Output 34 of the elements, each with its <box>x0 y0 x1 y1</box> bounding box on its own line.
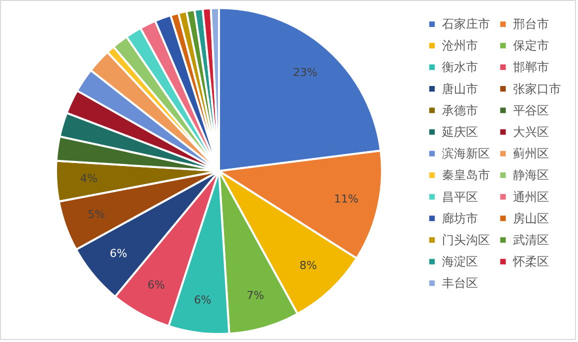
legend-label: 保定市 <box>513 38 549 53</box>
legend-label: 邯郸市 <box>513 60 549 74</box>
legend-label: 秦皇岛市 <box>442 168 490 182</box>
data-label: 4% <box>80 172 98 186</box>
legend-label: 邢台市 <box>513 17 549 32</box>
data-label: 6% <box>147 278 165 292</box>
legend-label: 石家庄市 <box>442 17 490 32</box>
legend-label: 丰台区 <box>442 276 478 290</box>
data-label: 7% <box>246 289 264 302</box>
data-label: 6% <box>110 247 128 260</box>
legend-label: 延庆区 <box>441 125 478 139</box>
legend-label: 大兴区 <box>513 125 549 139</box>
legend-label: 蓟州区 <box>513 146 549 161</box>
legend-label: 衡水市 <box>442 60 478 74</box>
legend-label: 房山区 <box>513 211 549 226</box>
data-label: 5% <box>88 208 106 222</box>
data-label: 8% <box>300 259 317 272</box>
legend-label: 滨海新区 <box>442 146 490 161</box>
legend-label: 沧州市 <box>442 38 478 53</box>
legend-label: 怀柔区 <box>512 254 549 269</box>
legend-label: 承德市 <box>442 103 478 118</box>
legend-label: 昌平区 <box>442 190 478 204</box>
legend-label: 唐山市 <box>442 82 478 96</box>
legend-label: 静海区 <box>513 168 549 182</box>
data-label: 23% <box>293 66 318 80</box>
data-label: 6% <box>194 293 212 306</box>
legend-label: 平谷区 <box>513 103 549 118</box>
legend-label: 海淀区 <box>442 254 478 269</box>
legend-label: 廊坊市 <box>442 211 478 226</box>
data-label: 11% <box>334 192 358 206</box>
legend-label: 武清区 <box>513 233 549 247</box>
legend-label: 张家口市 <box>513 82 561 96</box>
legend-label: 门头沟区 <box>442 233 490 247</box>
legend-label: 通州区 <box>513 190 549 204</box>
